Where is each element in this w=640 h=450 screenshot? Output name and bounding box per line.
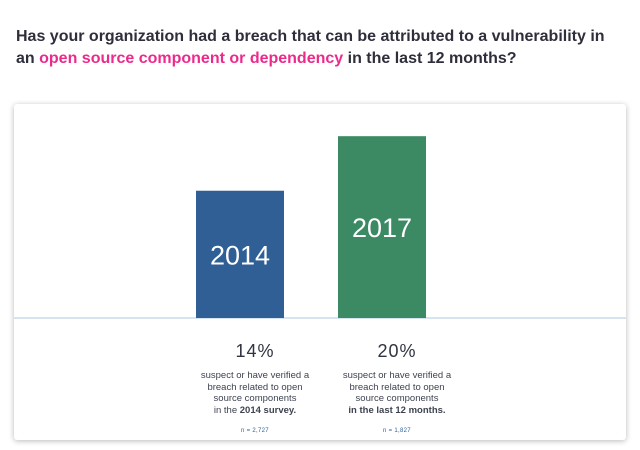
bar-label-2014: 2014 bbox=[210, 240, 270, 270]
stat-desc-line: breach related to open bbox=[349, 381, 445, 393]
question-text-end: in the last 12 months? bbox=[343, 50, 517, 67]
stat-desc-prefix: in the bbox=[213, 404, 240, 416]
stat-desc-line-last: in the 2014 survey. bbox=[170, 405, 340, 417]
bar-chart: 2014 2017 bbox=[14, 136, 626, 319]
stat-desc-line-last: in the last 12 months. bbox=[312, 405, 482, 417]
stat-block-2014: 14% suspect or have verified a breach re… bbox=[170, 340, 340, 435]
bar-label-2017: 2017 bbox=[352, 213, 412, 243]
chart-card: 2014 2017 14% suspect or have verified a … bbox=[14, 104, 626, 440]
sample-size-2017: n = 1,827 bbox=[383, 428, 411, 434]
question-title: Has your organization had a breach that … bbox=[16, 26, 616, 70]
stat-desc-line: source components bbox=[213, 393, 297, 404]
stat-desc-line: source components bbox=[355, 393, 439, 404]
bar-2014 bbox=[196, 190, 284, 318]
stat-desc-bold: 2014 survey. bbox=[239, 404, 297, 416]
stat-description-2017: suspect or have verified a breach relate… bbox=[312, 370, 482, 416]
stat-desc-line: breach related to open bbox=[207, 381, 303, 393]
stat-percent-2017: 20% bbox=[377, 341, 417, 361]
question-highlight: open source component or dependency bbox=[39, 50, 344, 67]
bar-2017 bbox=[338, 136, 426, 318]
stat-desc-line: suspect or have verified a bbox=[342, 370, 452, 381]
stat-block-2017: 20% suspect or have verified a breach re… bbox=[312, 340, 482, 435]
sample-size-2014: n = 2,727 bbox=[241, 428, 269, 434]
question-text-start: Has your organization had a breach that … bbox=[16, 28, 605, 67]
stat-desc-bold: in the last 12 months. bbox=[348, 404, 446, 416]
bars-group: 2014 2017 bbox=[196, 136, 426, 318]
stat-percent-2014: 14% bbox=[235, 341, 275, 361]
stat-desc-line: suspect or have verified a bbox=[200, 370, 310, 381]
stat-description-2014: suspect or have verified a breach relate… bbox=[170, 370, 340, 416]
